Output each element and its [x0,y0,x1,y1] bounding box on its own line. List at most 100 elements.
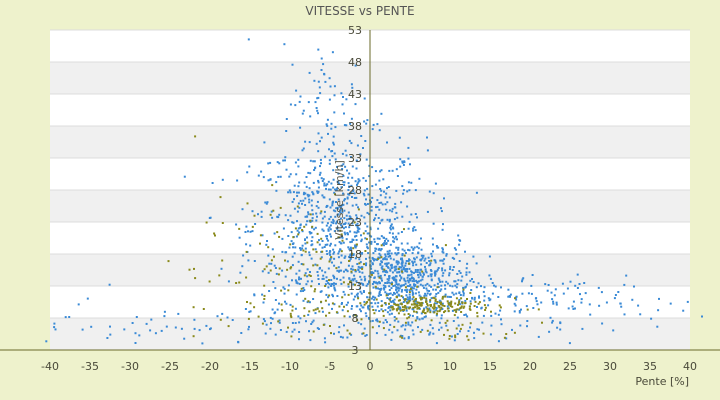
data-point [352,190,355,193]
data-point [270,259,273,262]
data-point [384,302,387,304]
data-point [637,304,640,307]
data-point [402,189,405,192]
data-point [336,187,339,190]
data-point [370,267,373,270]
data-point [282,286,285,289]
data-point [473,296,476,299]
data-point [317,190,320,193]
data-point [358,282,361,285]
data-point [421,284,424,287]
data-point [308,274,311,277]
data-point [462,294,465,297]
data-point [397,286,400,289]
data-point [440,314,443,317]
data-point [355,231,358,234]
data-point [322,323,325,326]
data-point [294,161,297,164]
data-point [377,227,380,230]
data-point [385,294,388,297]
data-point [209,327,212,330]
data-point [367,307,370,310]
data-point [413,285,416,288]
data-point [390,223,393,226]
data-point [289,312,292,315]
data-point [433,303,436,306]
data-point [321,246,324,249]
data-point [429,300,432,303]
data-point [284,300,286,303]
data-point [342,163,345,166]
data-point [412,277,415,280]
data-point [373,219,375,222]
data-point [555,303,558,306]
data-point [430,255,433,258]
data-point [500,286,502,289]
data-point [458,300,461,303]
data-point [411,292,414,294]
data-point [396,271,399,274]
data-point [404,324,407,327]
data-point [487,297,490,300]
data-point [424,265,426,268]
data-point [265,202,268,205]
data-point [357,297,360,300]
data-point [343,209,346,212]
data-point [205,324,208,327]
data-point [305,223,308,226]
data-point [366,225,369,228]
x-tick-labels: -40 -35 -30 -25 -20 -15 -10 -5 0 5 10 15 20 25 30 35 40 [41,360,697,373]
data-point [54,328,57,331]
data-point [341,309,344,312]
data-point [426,329,429,332]
data-point [284,156,287,159]
data-point [469,300,472,303]
data-point [489,298,492,301]
data-point [349,217,352,220]
data-point [404,305,407,308]
data-point [259,234,262,237]
data-point [401,288,404,291]
data-point [453,314,456,317]
data-point [332,295,334,298]
data-point [313,169,316,171]
data-point [109,333,112,336]
data-point [370,205,373,208]
data-point [342,203,345,206]
data-point [332,178,335,181]
data-point [597,286,600,289]
data-point [363,97,366,100]
data-point [257,174,260,177]
data-point [316,200,319,203]
data-point [285,251,288,254]
data-point [371,128,374,131]
data-point [441,297,444,300]
data-point [308,194,311,197]
data-point [388,313,391,316]
data-point [381,203,384,206]
data-point [450,300,453,303]
data-point [414,213,417,215]
data-point [426,136,428,139]
data-point [363,194,366,197]
data-point [382,314,385,317]
data-point [341,103,344,106]
data-point [460,311,463,313]
data-point [359,302,362,305]
data-point [499,309,502,312]
data-point [269,269,272,272]
data-point [385,262,388,265]
data-point [381,279,383,282]
data-point [453,247,456,250]
data-point [380,266,383,269]
data-point [426,282,429,285]
data-point [317,186,320,189]
data-point [391,271,394,274]
data-point [267,179,270,182]
data-point [312,248,315,251]
data-point [388,252,391,255]
data-point [556,326,559,329]
data-point [245,225,248,228]
data-point [309,220,312,223]
data-point [344,255,347,258]
